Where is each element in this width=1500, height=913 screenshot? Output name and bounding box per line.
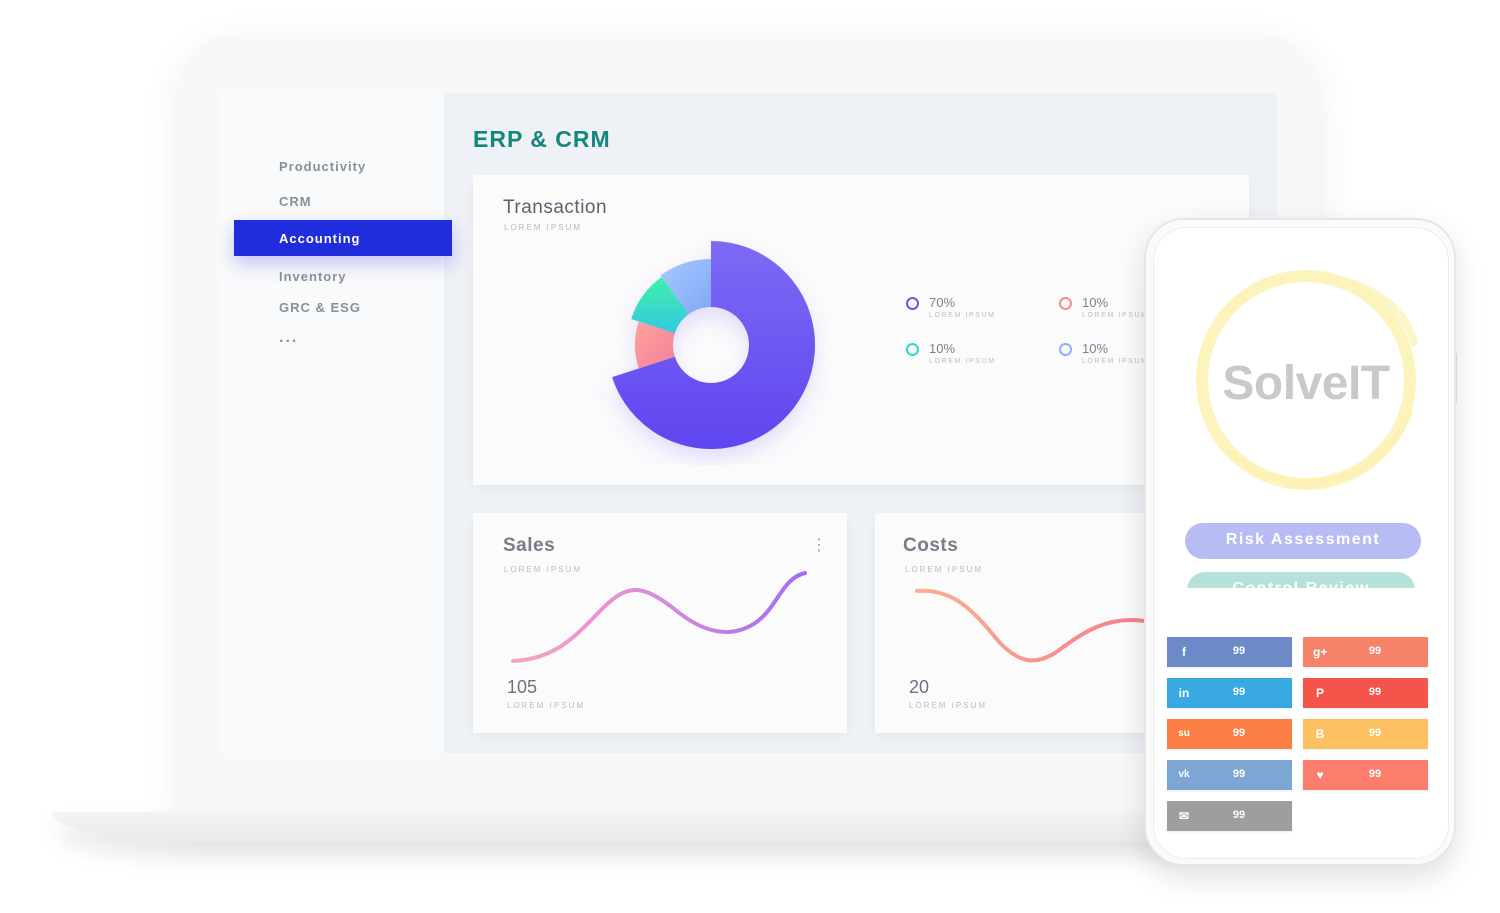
donut-slice-4 xyxy=(660,259,711,315)
pinterest-icon: P xyxy=(1315,686,1324,700)
transaction-subtitle: LOREM IPSUM xyxy=(504,223,583,232)
costs-value-label: LOREM IPSUM xyxy=(909,701,988,710)
sidebar-item-more[interactable]: ... xyxy=(279,329,299,346)
share-count: 99 xyxy=(1232,727,1246,739)
sidebar-item-productivity[interactable]: Productivity xyxy=(279,159,367,174)
facebook-icon: f xyxy=(1182,645,1186,659)
costs-title: Costs xyxy=(903,535,959,556)
legend-label: LOREM IPSUM xyxy=(929,312,996,319)
blogger-share-button[interactable]: B 99 xyxy=(1303,719,1428,749)
more-options-icon[interactable]: ⋮ xyxy=(811,537,827,554)
stumbleupon-share-button[interactable]: su 99 xyxy=(1167,719,1292,749)
sidebar-item-inventory[interactable]: Inventory xyxy=(279,269,347,284)
donut-slice-1 xyxy=(612,241,815,449)
google-plus-icon: g+ xyxy=(1313,645,1328,659)
legend-value: 70% xyxy=(929,295,956,310)
linkedin-icon: in xyxy=(1178,686,1190,700)
donut-slice-2 xyxy=(635,321,675,369)
app-screen: Productivity CRM Accounting Inventory GR… xyxy=(220,93,1278,753)
legend-label: LOREM IPSUM xyxy=(1082,312,1149,319)
legend-value: 10% xyxy=(1082,295,1109,310)
legend-value: 10% xyxy=(929,341,956,356)
share-count: 99 xyxy=(1368,768,1382,780)
logo-ring-icon xyxy=(1196,270,1418,490)
logo-text: SolveIT xyxy=(1222,357,1390,410)
sales-sparkline xyxy=(511,571,807,663)
sidebar-item-label: Accounting xyxy=(279,231,361,246)
stumbleupon-icon: su xyxy=(1178,728,1190,739)
sidebar-item-grc-esg[interactable]: GRC & ESG xyxy=(279,300,361,315)
sales-card: Sales LOREM IPSUM ⋮ 105 LOREM IPSUM xyxy=(473,513,847,733)
legend-ring-icon xyxy=(1059,297,1072,310)
costs-subtitle: LOREM IPSUM xyxy=(905,565,984,574)
sidebar-item-crm[interactable]: CRM xyxy=(279,194,312,209)
legend-label: LOREM IPSUM xyxy=(929,358,996,365)
transaction-card: Transaction LOREM IPSUM xyxy=(473,175,1249,485)
transaction-title: Transaction xyxy=(503,197,608,218)
sales-value: 105 xyxy=(507,677,538,697)
pinterest-share-button[interactable]: P 99 xyxy=(1303,678,1428,708)
legend-ring-icon xyxy=(1059,343,1072,356)
risk-assessment-button[interactable]: Risk Assessment xyxy=(1185,523,1421,559)
share-count: 99 xyxy=(1232,686,1246,698)
mail-icon: ✉ xyxy=(1178,809,1190,823)
sales-value-label: LOREM IPSUM xyxy=(507,701,586,710)
costs-sparkline xyxy=(915,588,1147,663)
sales-subtitle: LOREM IPSUM xyxy=(504,565,583,574)
legend-ring-icon xyxy=(906,297,919,310)
vk-share-button[interactable]: vk 99 xyxy=(1167,760,1292,790)
share-count: 99 xyxy=(1232,645,1246,657)
laptop-base xyxy=(52,812,1278,842)
sidebar: Productivity CRM Accounting Inventory GR… xyxy=(220,93,452,753)
page-title: ERP & CRM xyxy=(473,126,611,152)
share-count: 99 xyxy=(1368,645,1382,657)
legend-label: LOREM IPSUM xyxy=(1082,358,1149,365)
share-count: 99 xyxy=(1232,768,1246,780)
transaction-donut-chart xyxy=(612,241,815,449)
legend-value: 10% xyxy=(1082,341,1109,356)
phone-frame: SolveIT Risk Assessment Control Review f… xyxy=(1144,218,1456,866)
facebook-share-button[interactable]: f 99 xyxy=(1167,637,1292,667)
share-count: 99 xyxy=(1368,727,1382,739)
phone-screen: SolveIT Risk Assessment Control Review f… xyxy=(1153,227,1449,859)
vk-icon: vk xyxy=(1178,769,1190,780)
solveit-logo: SolveIT xyxy=(1190,262,1422,498)
donut-slice-3 xyxy=(631,277,689,334)
google-plus-share-button[interactable]: g+ 99 xyxy=(1303,637,1428,667)
email-share-button[interactable]: ✉ 99 xyxy=(1167,801,1292,831)
share-count: 99 xyxy=(1232,809,1246,821)
sidebar-item-accounting[interactable]: Accounting xyxy=(234,220,452,256)
legend-ring-icon xyxy=(906,343,919,356)
costs-value: 20 xyxy=(909,677,930,697)
sales-title: Sales xyxy=(503,535,556,556)
blogger-icon: B xyxy=(1315,727,1325,741)
heart-icon: ♥ xyxy=(1316,768,1324,782)
share-count: 99 xyxy=(1368,686,1382,698)
heart-share-button[interactable]: ♥ 99 xyxy=(1303,760,1428,790)
linkedin-share-button[interactable]: in 99 xyxy=(1167,678,1292,708)
